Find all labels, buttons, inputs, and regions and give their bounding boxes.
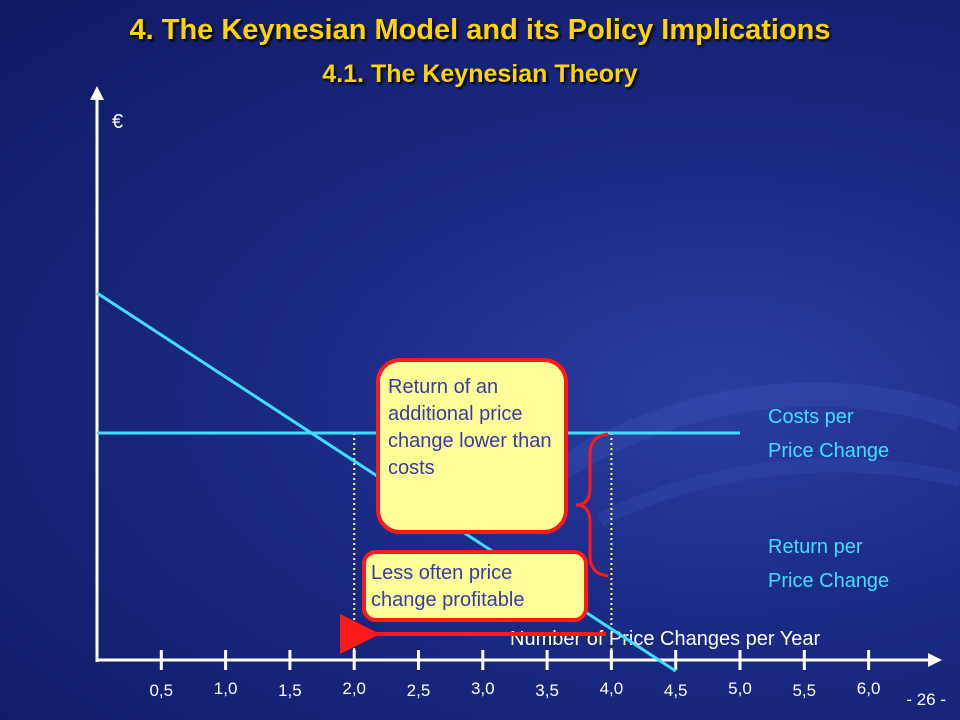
x-tick-label: 5,0: [728, 679, 752, 698]
x-tick-label: 5,5: [792, 681, 816, 700]
x-tick-label: 2,0: [342, 679, 366, 698]
x-tick-label: 4,0: [600, 679, 624, 698]
x-axis-label: Number of Price Changes per Year: [510, 628, 821, 650]
series-label-costs-line1: Costs per: [768, 406, 854, 428]
x-tick-label: 6,0: [857, 679, 881, 698]
callout-return-lower: Return of an additional price change low…: [376, 358, 568, 534]
x-tick-label: 3,5: [535, 681, 559, 700]
x-tick-label: 0,5: [149, 681, 173, 700]
slide-title: 4. The Keynesian Model and its Policy Im…: [129, 14, 831, 46]
x-tick-label: 4,5: [664, 681, 688, 700]
series-label-costs-line2: Price Change: [768, 440, 889, 462]
y-axis-label: €: [112, 111, 123, 133]
page-number: - 26 -: [906, 690, 946, 709]
series-label-return-line1: Return per: [768, 536, 863, 558]
series-label-return-line2: Price Change: [768, 570, 889, 592]
x-axis-arrowhead: [928, 653, 942, 667]
gap-brace: [575, 432, 609, 578]
x-tick-label: 1,5: [278, 681, 302, 700]
x-tick-label: 1,0: [214, 679, 238, 698]
x-tick-label: 3,0: [471, 679, 495, 698]
slide-subtitle: 4.1. The Keynesian Theory: [322, 60, 638, 88]
y-axis-arrowhead: [90, 86, 104, 100]
callout-less-often: Less often price change profitable: [362, 550, 588, 622]
x-tick-label: 2,5: [407, 681, 431, 700]
